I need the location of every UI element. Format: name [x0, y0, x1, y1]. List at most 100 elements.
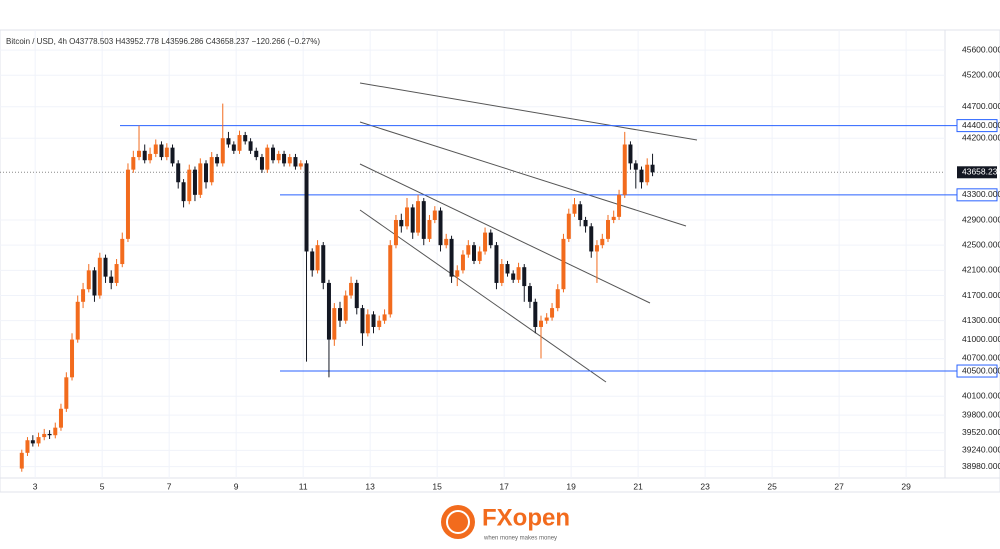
candle-body	[25, 440, 30, 453]
candle-body	[455, 270, 460, 277]
candle-body	[527, 286, 532, 302]
candle-body	[522, 267, 527, 287]
trend-lines	[359, 82, 698, 383]
candle-body	[628, 144, 633, 164]
candle-body	[259, 157, 264, 170]
trend-line	[359, 121, 687, 227]
candle-body	[237, 135, 242, 151]
logo-icon	[441, 505, 475, 539]
candle-body	[561, 238, 566, 290]
candle-body	[164, 147, 169, 158]
candle-body	[539, 320, 544, 327]
candle-body	[265, 147, 270, 170]
candle-body	[47, 433, 52, 436]
candle-body	[198, 163, 203, 195]
x-tick-label: 7	[167, 481, 172, 491]
candle-body	[572, 204, 577, 214]
candle-body	[215, 157, 220, 164]
candle-body	[53, 427, 58, 436]
level-label-box	[956, 188, 998, 202]
y-tick-label: 41000.000	[962, 334, 1000, 344]
candle-body	[282, 153, 287, 164]
candle-body	[365, 314, 370, 334]
candle-body	[332, 308, 337, 340]
candle-body	[254, 150, 259, 158]
logo-name: FXopen	[482, 504, 570, 531]
y-tick-label: 44700.000	[962, 101, 1000, 111]
candle-body	[321, 245, 326, 283]
x-tick-label: 5	[100, 481, 105, 491]
candle-body	[103, 257, 108, 277]
y-tick-label: 41700.000	[962, 290, 1000, 300]
x-tick-label: 9	[234, 481, 239, 491]
candle-body	[349, 282, 354, 296]
candle-body	[36, 437, 41, 444]
candle-body	[248, 141, 253, 151]
candle-body	[388, 245, 393, 315]
axes: 3 5 7 9 11 13 15 17 19 21 23 25 27 29 45600.000 45200.0…	[33, 44, 1000, 491]
candle-body	[550, 308, 555, 318]
candle-body	[226, 138, 231, 145]
candle-body	[382, 314, 387, 321]
candle-body	[75, 301, 80, 340]
candle-body	[488, 232, 493, 246]
candle-body	[97, 257, 102, 296]
logo-icon-ring	[446, 510, 470, 534]
candle-body	[271, 147, 276, 161]
candle-body	[159, 144, 164, 158]
candle-body	[533, 301, 538, 327]
candle-body	[494, 245, 499, 283]
x-tick-label: 27	[834, 481, 844, 491]
chart-title: Bitcoin / USD, 4h O43778.503 H43952.778 …	[6, 37, 320, 46]
candle-body	[622, 144, 627, 195]
candle-body	[276, 153, 281, 161]
candle-body	[405, 207, 410, 227]
x-tick-label: 3	[33, 481, 38, 491]
y-tick-label: 39800.000	[962, 409, 1000, 419]
candle-body	[472, 245, 477, 261]
candle-body	[578, 204, 583, 221]
grid	[0, 30, 945, 478]
candle-body	[410, 207, 415, 233]
candle-body	[310, 251, 315, 271]
y-tick-label: 39240.000	[962, 445, 1000, 455]
candle-body	[92, 270, 97, 296]
candle-body	[617, 194, 622, 217]
candle-body	[583, 220, 588, 227]
chart-frame	[0, 29, 1000, 493]
candle-body	[594, 245, 599, 252]
candle-body	[460, 254, 465, 271]
candle-body	[42, 433, 47, 438]
x-tick-label: 15	[432, 481, 442, 491]
candle-body	[170, 147, 175, 164]
candle-body	[566, 213, 571, 239]
candle-body	[86, 270, 91, 290]
candle-body	[589, 226, 594, 252]
candle-body	[137, 150, 142, 158]
candle-body	[650, 164, 655, 173]
candle-body	[477, 251, 482, 261]
candle-body	[204, 163, 209, 183]
candle-body	[511, 273, 516, 280]
level-label: 43300.000	[962, 189, 1000, 199]
logo: FXopen when money makes money	[441, 504, 570, 542]
candle-body	[399, 220, 404, 227]
x-tick-label: 23	[700, 481, 710, 491]
y-tick-label: 42100.000	[962, 265, 1000, 275]
y-tick-label: 42900.000	[962, 214, 1000, 224]
candle-body	[187, 169, 192, 202]
candle-body	[181, 182, 186, 202]
candle-body	[371, 314, 376, 327]
trend-line	[359, 163, 651, 304]
y-tick-label: 40700.000	[962, 353, 1000, 363]
candle-body	[153, 144, 158, 154]
candles	[19, 103, 655, 472]
candle-body	[315, 245, 320, 271]
candle-body	[416, 201, 421, 233]
x-tick-label: 29	[901, 481, 911, 491]
candle-body	[338, 308, 343, 321]
candle-body	[125, 169, 130, 239]
candle-body	[192, 169, 197, 195]
level-label-box	[956, 364, 998, 378]
candle-body	[293, 157, 298, 167]
